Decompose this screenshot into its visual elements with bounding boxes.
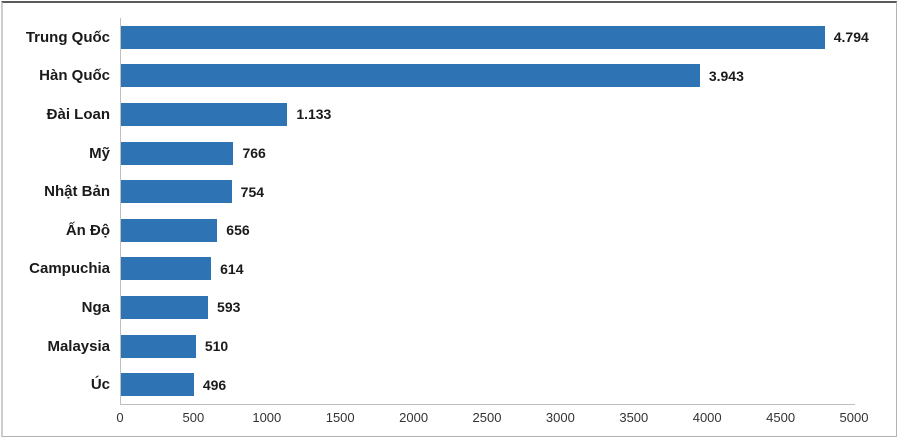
- x-axis-tick-labels: 0 500 1000 1500 2000 2500 3000 3500 4000 4500 5000: [116, 410, 868, 432]
- value-label: 614: [220, 260, 244, 277]
- category-label: Malaysia: [47, 337, 110, 355]
- value-label: 593: [217, 299, 241, 316]
- category-label: Mỹ: [89, 144, 110, 162]
- x-tick-label: 500: [182, 410, 205, 425]
- value-label: 4.794: [833, 29, 869, 46]
- bar-row: Campuchia 614: [29, 250, 855, 289]
- bar-row: Hàn Quốc 3.943: [39, 57, 855, 96]
- x-tick-label: 5000: [839, 410, 869, 425]
- bar-row: Nhật Bản 754: [44, 172, 855, 211]
- value-label: 496: [202, 376, 227, 393]
- category-label: Nga: [81, 298, 110, 316]
- bar-row: Ấn Độ 656: [66, 211, 855, 250]
- x-tick-label: 2000: [399, 410, 429, 425]
- bar: [121, 295, 209, 319]
- x-tick-label: 1500: [325, 410, 355, 425]
- x-tick-label: 1000: [252, 410, 282, 425]
- bar-row: Úc 496: [91, 365, 855, 404]
- category-label: Trung Quốc: [25, 28, 110, 46]
- bar: [121, 180, 232, 204]
- bar-row: Mỹ 766: [89, 134, 855, 173]
- value-label: 510: [204, 338, 229, 355]
- category-label: Campuchia: [29, 260, 110, 278]
- x-tick-label: 0: [116, 410, 124, 425]
- value-label: 766: [242, 145, 266, 162]
- x-tick-label: 3500: [619, 410, 649, 425]
- bar: [121, 141, 234, 165]
- value-label: 3.943: [708, 67, 744, 84]
- bar-row: Trung Quốc 4.794: [26, 18, 869, 57]
- bar: [121, 64, 700, 88]
- bar: [121, 334, 196, 358]
- plot-area: Trung Quốc 4.794 Hàn Quốc 3.943 Đài Loan 1.13…: [26, 18, 869, 405]
- category-label: Úc: [90, 376, 110, 394]
- category-label: Đài Loan: [46, 105, 110, 123]
- value-label: 754: [240, 183, 265, 200]
- bar: [121, 102, 288, 126]
- category-label: Hàn Quốc: [39, 67, 110, 85]
- value-label: 1.133: [296, 106, 332, 123]
- x-tick-label: 4000: [692, 410, 722, 425]
- bar-row: Đài Loan 1.133: [47, 95, 855, 134]
- bar: [121, 257, 212, 281]
- category-label: Ấn Độ: [65, 221, 110, 239]
- x-tick-label: 2500: [472, 410, 502, 425]
- bar-row: Malaysia 510: [47, 327, 855, 366]
- x-tick-label: 3000: [545, 410, 575, 425]
- bar-row: Nga 593: [82, 288, 855, 327]
- x-tick-label: 4500: [766, 410, 796, 425]
- bar: [121, 218, 218, 242]
- bar: [121, 25, 825, 49]
- bar: [121, 373, 194, 397]
- value-label: 656: [226, 222, 250, 239]
- category-label: Nhật Bản: [44, 183, 110, 201]
